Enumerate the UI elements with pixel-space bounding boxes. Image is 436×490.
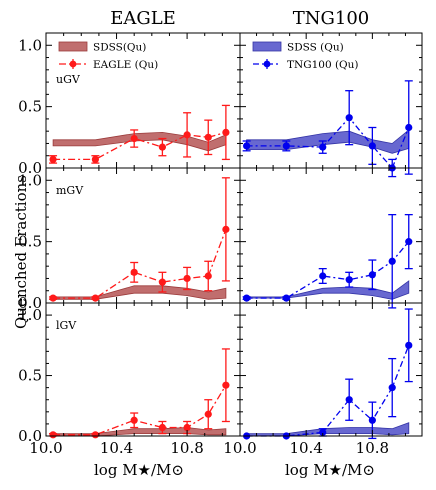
- sdss-band: [52, 285, 227, 300]
- data-point: [282, 294, 290, 302]
- y-tick-label: 1.0: [18, 36, 42, 54]
- x-axis-label-right: log M★/M⊙: [285, 461, 375, 479]
- data-point: [319, 143, 327, 151]
- data-point: [222, 225, 230, 233]
- simulation-series-line: [53, 384, 227, 436]
- y-tick-label: 0.0: [18, 159, 42, 177]
- data-point: [183, 274, 191, 283]
- data-point: [243, 142, 251, 150]
- data-point: [130, 134, 138, 143]
- sdss-band: [52, 131, 227, 152]
- data-point: [222, 381, 230, 389]
- y-tick-label: 0.5: [18, 367, 42, 385]
- sdss-band: [246, 280, 410, 300]
- data-point: [204, 410, 212, 418]
- data-point: [158, 423, 166, 432]
- x-tick-label: 10.4: [100, 439, 133, 457]
- data-point: [49, 431, 57, 439]
- legend-marker-swatch: [263, 60, 271, 68]
- panel-frame: [239, 167, 423, 304]
- x-tick-label: 10.0: [29, 439, 62, 457]
- sdss-band: [246, 129, 410, 154]
- legend: SDSS(Qu) EAGLE (Qu): [58, 41, 158, 71]
- data-point: [130, 268, 138, 276]
- panel-1-2: TNG100 SDSS (Qu) TNG100 (Qu): [239, 8, 423, 178]
- data-point: [204, 133, 212, 141]
- data-point: [368, 416, 376, 424]
- legend: SDSS (Qu) TNG100 (Qu): [252, 41, 359, 71]
- x-tick-label: 10.8: [356, 439, 389, 457]
- data-point: [91, 155, 99, 164]
- panel-frame: [239, 302, 423, 437]
- data-point: [405, 123, 413, 132]
- column-title: EAGLE: [110, 8, 176, 29]
- y-tick-label: 0.0: [18, 294, 42, 312]
- row-label: uGV: [56, 73, 81, 86]
- column-title: TNG100: [293, 8, 370, 29]
- data-point: [49, 294, 57, 302]
- x-tick-label: 10.0: [223, 439, 256, 457]
- data-point: [319, 428, 327, 436]
- legend-marker-swatch: [69, 60, 77, 68]
- data-point: [130, 416, 138, 424]
- simulation-series-line: [246, 345, 410, 437]
- panel-grid: 0.0 0.5 1.0 EAGLE uGV SDSS(Qu) EAGLE (Qu) TNG10…: [18, 8, 423, 457]
- data-point: [405, 341, 413, 349]
- data-point: [183, 131, 191, 139]
- legend-label: EAGLE (Qu): [93, 59, 158, 71]
- y-tick-label: 0.0: [18, 427, 42, 445]
- legend-band-swatch: [58, 41, 88, 52]
- data-point: [345, 114, 353, 122]
- data-point: [204, 272, 212, 280]
- data-point: [243, 294, 251, 302]
- data-point: [345, 276, 353, 284]
- data-point: [388, 384, 396, 392]
- data-point: [282, 142, 290, 150]
- y-tick-label: 1.0: [18, 306, 42, 324]
- row-label: lGV: [56, 319, 77, 332]
- y-tick-label: 0.5: [18, 98, 42, 116]
- row-label: mGV: [56, 184, 84, 197]
- data-point: [91, 294, 99, 302]
- legend-band-swatch: [252, 41, 282, 52]
- legend-label: SDSS(Qu): [93, 42, 146, 54]
- data-point: [319, 272, 327, 280]
- data-point: [158, 143, 166, 151]
- legend-label: TNG100 (Qu): [287, 59, 359, 71]
- panel-3-2: 10.0 10.4 10.8: [223, 302, 423, 457]
- data-point: [345, 396, 353, 404]
- panel-2-2: [239, 167, 423, 309]
- data-point: [91, 431, 99, 439]
- x-axis-label-left: log M★/M⊙: [94, 461, 184, 479]
- panel-2-1: 0.0 0.5 1.0 mGV: [18, 167, 241, 312]
- data-point: [158, 278, 166, 286]
- data-point: [49, 155, 57, 164]
- x-tick-label: 10.8: [170, 439, 203, 457]
- y-tick-label: 1.0: [18, 171, 42, 189]
- legend-label: SDSS (Qu): [287, 42, 344, 54]
- panel-1-1: 0.0 0.5 1.0 EAGLE uGV SDSS(Qu) EAGLE (Qu): [18, 8, 241, 177]
- sdss-band: [246, 422, 410, 437]
- data-point: [405, 238, 413, 246]
- y-tick-label: 0.5: [18, 233, 42, 251]
- data-point: [388, 257, 396, 265]
- data-point: [368, 142, 376, 150]
- panel-3-1: 0.0 0.5 1.0 10.0 10.4 10.8 lGV: [18, 302, 241, 457]
- x-tick-label: 10.4: [289, 439, 322, 457]
- data-point: [368, 271, 376, 279]
- data-point: [222, 128, 230, 137]
- y-axis-label: Quenched Fractions: [12, 175, 30, 329]
- data-point: [183, 423, 191, 432]
